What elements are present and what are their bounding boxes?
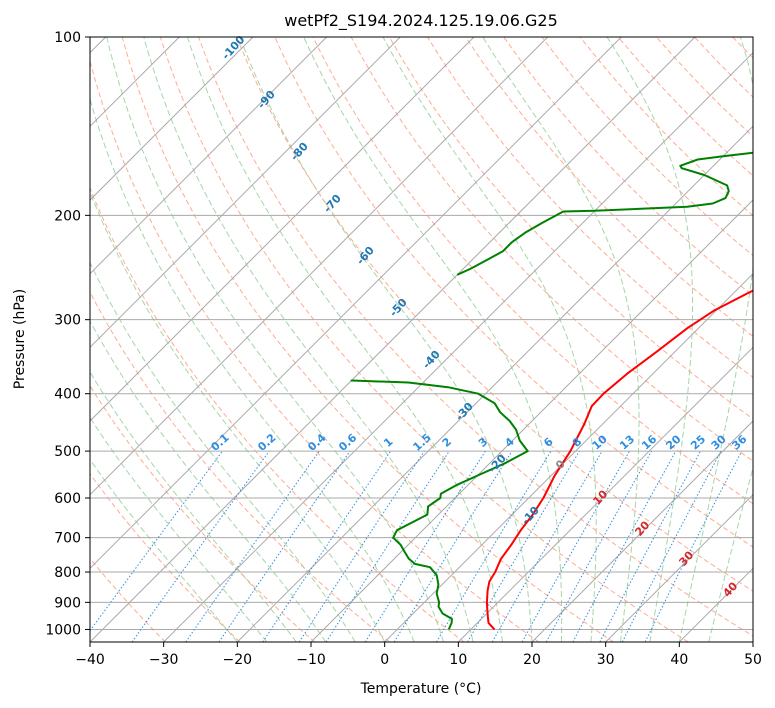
- y-tick-label: 800: [54, 565, 81, 581]
- dry-adiabat-line: [121, 37, 614, 642]
- isotherm-line: [236, 125, 753, 642]
- isotherm-line: [531, 420, 753, 642]
- moist-adiabat-line: [90, 190, 386, 642]
- y-tick-label: 600: [54, 491, 81, 507]
- isotherm-line: [163, 51, 753, 642]
- mixing-ratio-line: [185, 450, 320, 642]
- y-tick-label: 700: [54, 531, 81, 547]
- dry-adiabat-line: [90, 472, 241, 642]
- mixing-ratio-line: [435, 450, 552, 642]
- dry-adiabats: [90, 37, 753, 642]
- y-axis: 1000 900 800 700 600 500 400 300 200 100: [45, 30, 90, 638]
- chart-title: wetPf2_S194.2024.125.19.06.G25: [284, 11, 558, 31]
- isotherm-line: [90, 37, 549, 496]
- y-tick-label: 900: [54, 595, 81, 611]
- dewpoint-profile: [350, 379, 529, 630]
- dewpoint_upper-profile: [456, 151, 753, 276]
- y-tick-label: 200: [54, 208, 81, 224]
- dry-adiabat-line: [426, 37, 753, 378]
- moist-adiabat-line: [482, 37, 640, 642]
- x-tick-label: 30: [597, 652, 615, 668]
- dry-adiabat-line: [90, 557, 166, 642]
- moist-adiabat-line: [678, 37, 753, 642]
- profile-series: [350, 151, 753, 631]
- x-tick-label: −40: [75, 652, 105, 668]
- x-tick-label: 0: [380, 652, 389, 668]
- x-tick-label: 40: [670, 652, 688, 668]
- x-tick-label: −10: [296, 652, 326, 668]
- isotherm-line: [90, 37, 401, 349]
- x-axis-title: Temperature (°C): [360, 681, 482, 697]
- dry-adiabat-line: [198, 37, 753, 637]
- y-tick-label: 500: [54, 444, 81, 460]
- dry-adiabat-line: [350, 37, 753, 462]
- dry-adiabat-line: [90, 59, 540, 642]
- dry-adiabat-line: [90, 384, 316, 642]
- y-tick-label: 300: [54, 313, 81, 329]
- moist-adiabat-line: [106, 37, 445, 642]
- x-axis: −40 −30 −20 −10 0 10 20 30 40 50: [75, 642, 762, 668]
- dry-adiabat-line: [90, 291, 390, 642]
- isotherm-line: [90, 37, 328, 275]
- moist-adiabat-line: [90, 97, 415, 642]
- dry-adiabat-line: [274, 37, 753, 548]
- mixing-ratio-line: [298, 450, 425, 642]
- mixing-ratio-line: [90, 450, 223, 632]
- isotherm-line: [90, 37, 696, 642]
- isotherm-line: [384, 272, 753, 642]
- mixing-ratio-line: [521, 450, 630, 642]
- isotherms: [90, 37, 753, 642]
- mixing-ratio-line: [644, 450, 743, 642]
- moist-adiabat-line: [606, 37, 694, 642]
- moist-adiabat-line: [143, 37, 474, 642]
- isotherm-line: [90, 37, 254, 201]
- isotherm-line: [310, 199, 753, 642]
- mixing-ratio-line: [218, 450, 351, 642]
- moist-adiabat-line: [239, 37, 533, 642]
- moist-adiabat-line: [303, 37, 563, 642]
- mixing-ratio-line: [393, 450, 513, 642]
- dry-adiabat-line: [159, 37, 689, 642]
- x-tick-label: −30: [149, 652, 179, 668]
- isotherm-line: [90, 37, 475, 422]
- isobars: [90, 37, 753, 630]
- y-tick-label: 1000: [45, 622, 81, 638]
- y-axis-title: Pressure (hPa): [12, 289, 28, 389]
- moist-adiabat-line: [382, 37, 597, 642]
- moist-adiabat-line: [90, 416, 268, 642]
- plot-frame: [89, 36, 754, 643]
- mixing-ratio-line: [572, 450, 677, 642]
- dry-adiabat-line: [90, 186, 465, 642]
- dry-adiabat-line: [236, 37, 753, 592]
- y-tick-label: 400: [54, 387, 81, 403]
- moist-adiabat-line: [90, 458, 238, 642]
- mixing-ratio-line: [131, 450, 270, 642]
- y-tick-label: 100: [54, 30, 81, 46]
- dry-adiabat-line: [503, 37, 753, 297]
- mixing-ratio-line: [262, 450, 392, 642]
- x-tick-label: 10: [449, 652, 467, 668]
- moist-adiabat-line: [90, 261, 356, 642]
- mixing-ratio-line: [545, 450, 653, 642]
- x-tick-label: 50: [744, 652, 762, 668]
- mixing-ratio-line: [325, 450, 450, 642]
- mixing-ratio-line: [599, 450, 701, 642]
- isotherm-line: [457, 346, 753, 642]
- isotherm-line: [605, 493, 753, 642]
- x-tick-label: −20: [223, 652, 253, 668]
- mixing-ratio-line: [621, 450, 722, 642]
- x-tick-label: 20: [523, 652, 541, 668]
- moist-adiabat-line: [187, 37, 503, 642]
- temperature-profile: [485, 289, 753, 631]
- isotherm-line: [90, 37, 622, 570]
